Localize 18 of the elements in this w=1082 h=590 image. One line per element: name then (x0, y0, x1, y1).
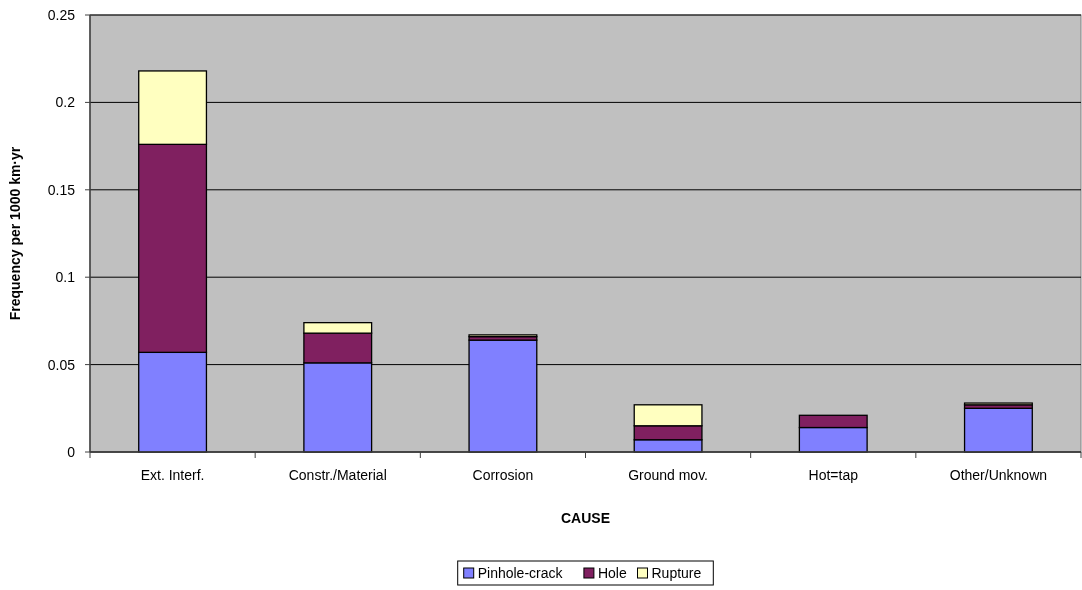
x-axis-title: CAUSE (560, 510, 611, 526)
x-tick-label: Ground mov. (628, 467, 709, 483)
legend-label: Rupture (651, 564, 702, 581)
y-tick-label: 0.25 (47, 6, 76, 23)
x-tick-label: Constr./Material (288, 467, 387, 483)
legend-label: Pinhole-crack (477, 564, 564, 581)
y-tick-label: 0 (67, 443, 76, 460)
legend-label: Hole (597, 564, 627, 581)
x-tick-label: Hot=tap (808, 467, 859, 483)
x-tick-label: Ext. Interf. (140, 467, 205, 483)
x-tick-label: Corrosion (472, 467, 534, 483)
bar (963, 407, 1033, 453)
x-tick-label: Other/Unknown (949, 467, 1048, 483)
y-tick-label: 0.05 (47, 356, 76, 373)
y-tick-label: 0.1 (55, 269, 76, 286)
y-tick-label: 0.15 (47, 181, 76, 198)
y-axis-title: Frequency per 1000 km·yr (7, 146, 23, 321)
y-tick-label: 0.2 (55, 94, 76, 111)
